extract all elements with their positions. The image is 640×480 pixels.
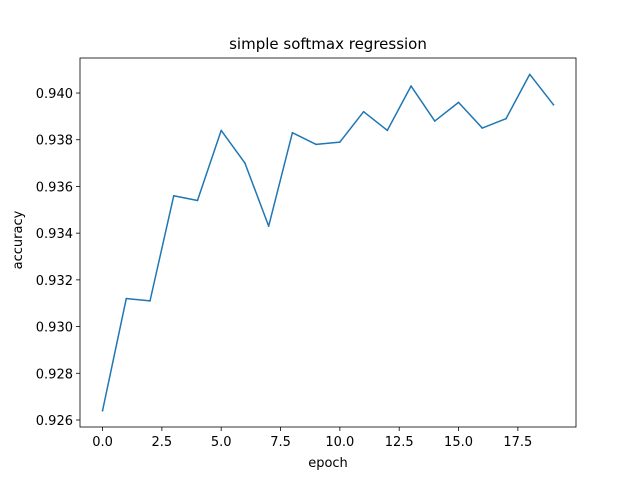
x-tick-label: 15.0 (444, 435, 473, 450)
x-tick-label: 17.5 (503, 435, 532, 450)
data-point-3 (172, 194, 175, 197)
x-tick-label: 10.0 (325, 435, 354, 450)
x-tick-label: 7.5 (270, 435, 291, 450)
data-point-8 (291, 131, 294, 134)
y-tick-label: 0.940 (36, 87, 73, 102)
data-point-15 (457, 101, 460, 104)
data-point-1 (125, 297, 128, 300)
data-point-11 (362, 110, 365, 113)
y-tick-label: 0.934 (36, 227, 73, 242)
y-axis-label: accuracy (11, 210, 26, 269)
x-tick-label: 12.5 (385, 435, 414, 450)
data-point-4 (196, 199, 199, 202)
plot-area: 0.0 2.5 5.0 7.5 10.0 12.5 15.0 17.5 0.926 0.928 0.… (36, 57, 577, 450)
data-point-12 (386, 129, 389, 132)
data-point-14 (433, 120, 436, 122)
y-tick-label: 0.928 (36, 367, 73, 382)
data-point-2 (149, 300, 151, 302)
data-point-19 (552, 103, 555, 106)
y-tick-label: 0.926 (36, 414, 73, 429)
y-tick-label: 0.932 (36, 274, 73, 289)
data-point-7 (267, 225, 270, 227)
x-axis-label: epoch (308, 456, 348, 471)
data-point-16 (481, 127, 484, 129)
x-tick-label: 2.5 (152, 435, 173, 450)
data-point-0 (101, 409, 104, 412)
data-point-18 (528, 73, 531, 76)
axes-frame (79, 57, 577, 428)
data-point-13 (410, 85, 412, 87)
chart-title: simple softmax regression (229, 35, 427, 53)
x-tick-label: 0.0 (92, 435, 113, 450)
data-point-5 (220, 129, 223, 132)
y-tick-label: 0.938 (36, 134, 73, 149)
y-tick-label: 0.936 (36, 180, 73, 195)
series-line-0 (101, 73, 555, 412)
x-tick-label: 5.0 (211, 435, 232, 450)
data-point-6 (244, 162, 246, 164)
y-tick-label: 0.930 (36, 321, 73, 336)
data-point-9 (315, 143, 317, 146)
data-point-17 (505, 117, 507, 120)
data-point-10 (339, 141, 341, 143)
